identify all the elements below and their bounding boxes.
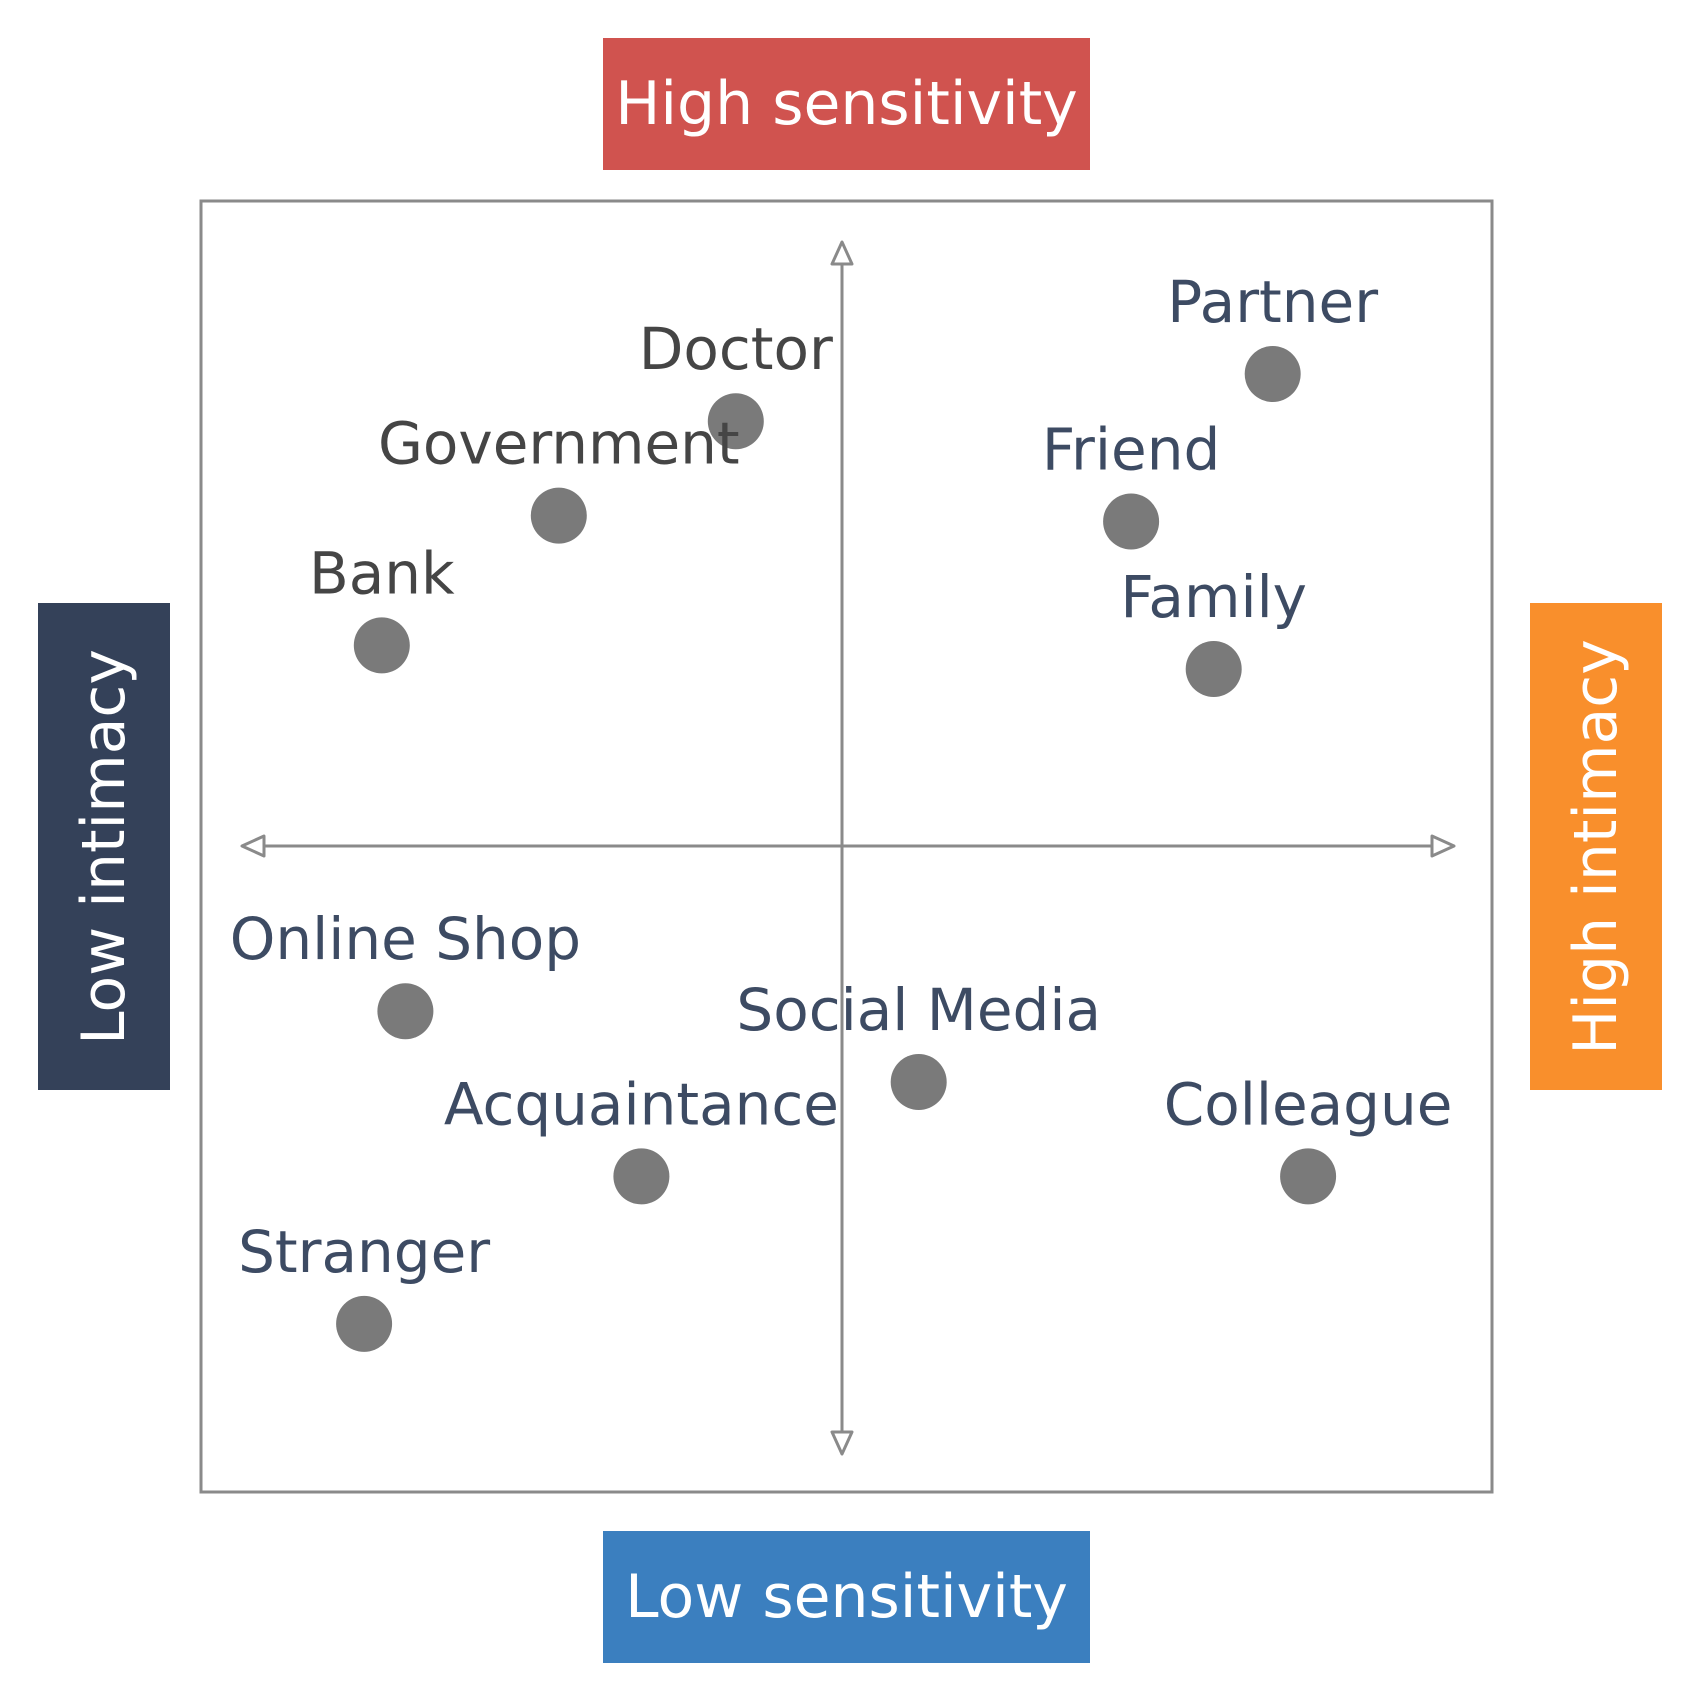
label-family: Family (1120, 563, 1307, 631)
label-doctor: Doctor (639, 315, 833, 383)
high-intimacy-text: High intimacy (1561, 638, 1632, 1055)
label-acquaintance: Acquaintance (444, 1070, 839, 1138)
point-government (530, 487, 587, 544)
point-family (1185, 641, 1242, 697)
label-social-media: Social Media (736, 976, 1101, 1044)
low-intimacy-label: Low intimacy (38, 603, 170, 1090)
label-partner: Partner (1167, 268, 1378, 336)
high-sensitivity-text: High sensitivity (615, 69, 1078, 139)
label-friend: Friend (1042, 416, 1220, 484)
point-stranger (336, 1295, 393, 1352)
low-sensitivity-text: Low sensitivity (625, 1562, 1068, 1632)
plot-frame (199, 199, 1494, 1494)
label-bank: Bank (309, 539, 455, 607)
high-intimacy-label: High intimacy (1530, 603, 1662, 1090)
label-government: Government (378, 410, 740, 478)
low-intimacy-text: Low intimacy (69, 648, 139, 1045)
point-social-media (890, 1054, 947, 1110)
label-online-shop: Online Shop (230, 905, 581, 973)
y-axis-bottom-arrow (830, 1430, 854, 1456)
y-axis-top-arrow (830, 240, 854, 266)
point-online-shop (377, 983, 434, 1040)
label-stranger: Stranger (238, 1218, 490, 1286)
point-bank (353, 617, 410, 674)
x-axis-left-arrow (240, 834, 266, 858)
x-axis-right-arrow (1430, 834, 1456, 858)
point-colleague (1280, 1148, 1337, 1205)
low-sensitivity-label: Low sensitivity (603, 1531, 1090, 1663)
high-sensitivity-label: High sensitivity (603, 38, 1090, 170)
point-acquaintance (613, 1148, 670, 1205)
point-doctor (707, 393, 764, 450)
point-partner (1244, 346, 1301, 402)
point-friend (1103, 493, 1160, 550)
label-colleague: Colleague (1164, 1070, 1453, 1138)
